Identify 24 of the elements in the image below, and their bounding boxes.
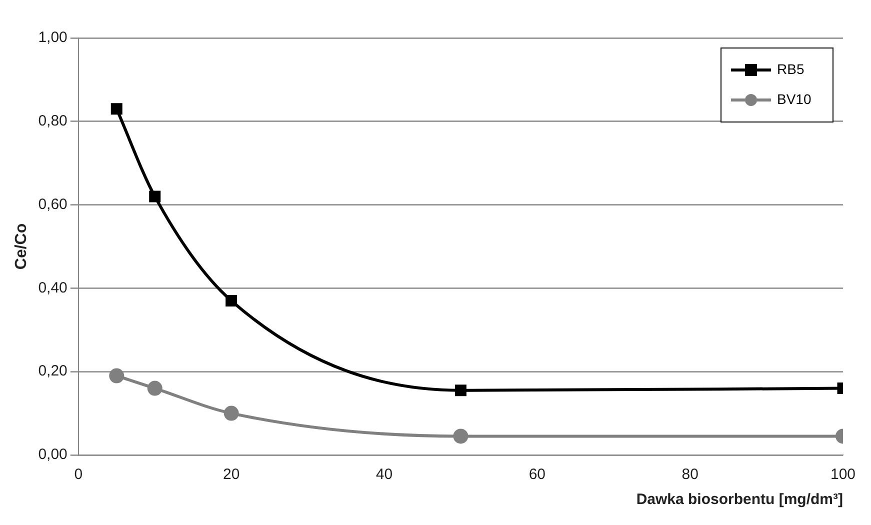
x-axis-title: Dawka biosorbentu [mg/dm³] [636,491,843,508]
y-tick-label: 0,20 [38,362,68,380]
x-tick-label: 0 [74,466,83,484]
x-tick-label: 80 [682,466,698,484]
y-axis-title: Ce/Co [13,223,30,270]
x-tick-label: 20 [222,466,240,484]
legend-label: RB5 [777,60,804,77]
y-tick-label: 0,00 [38,446,68,464]
point [454,384,466,396]
y-tick-label: 0,40 [38,279,68,296]
point [224,406,239,421]
legend-label: BV10 [777,90,812,107]
point [110,103,122,115]
y-tick-label: 1,00 [38,29,68,46]
point [453,428,468,444]
point [226,294,238,306]
y-tick-label: 0,80 [38,112,68,130]
x-tick-label: 60 [528,466,546,484]
x-tick-label: 40 [376,466,393,484]
point [147,380,162,396]
y-tick-label: 0,60 [38,196,68,213]
point [109,368,124,384]
point [149,190,161,202]
x-tick-label: 100 [830,466,856,484]
